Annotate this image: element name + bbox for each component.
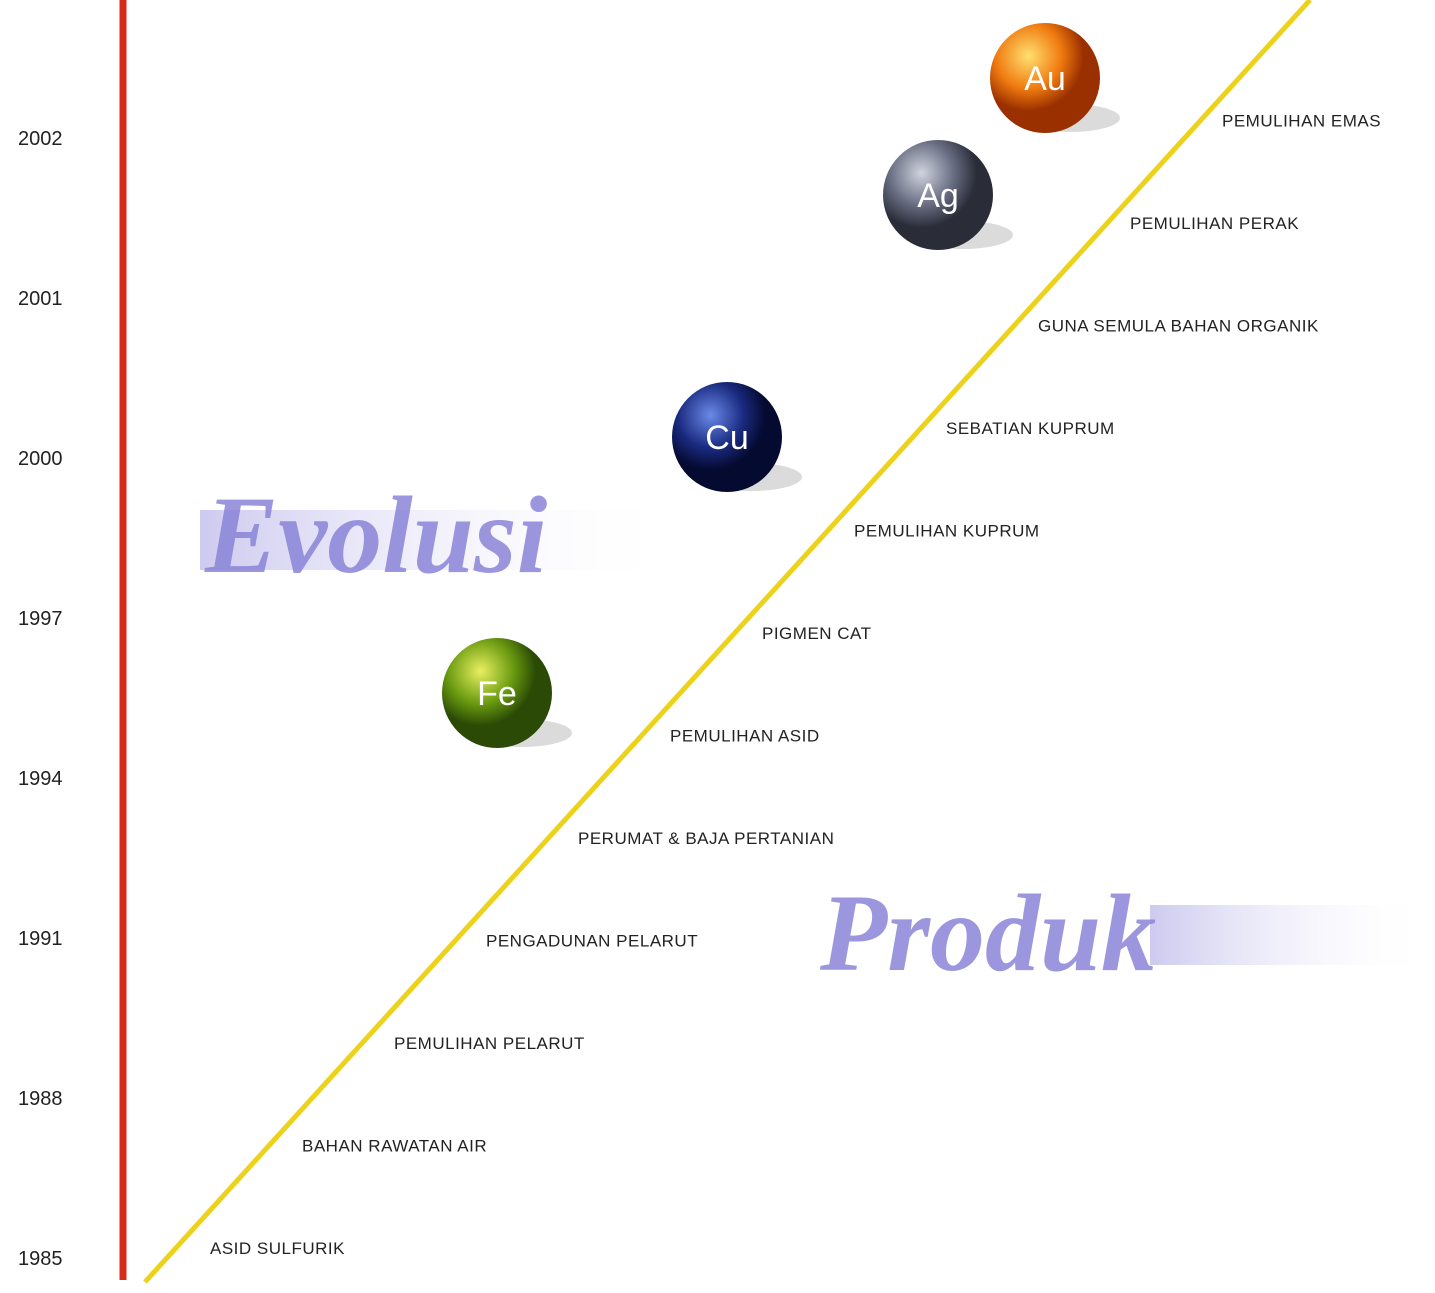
product-label: BAHAN RAWATAN AIR [302, 1137, 487, 1156]
heading-word: Produk [819, 872, 1156, 994]
evolution-line [145, 0, 1310, 1282]
product-label: ASID SULFURIK [210, 1239, 345, 1258]
product-label: PEMULIHAN PERAK [1130, 214, 1299, 233]
year-label: 1988 [18, 1088, 63, 1110]
year-label: 1994 [18, 768, 63, 790]
element-symbol: Au [1024, 60, 1066, 98]
product-label: PENGADUNAN PELARUT [486, 932, 698, 951]
year-label: 2001 [18, 288, 63, 310]
year-label: 1997 [18, 608, 63, 630]
product-label: PEMULIHAN ASID [670, 727, 820, 746]
product-label: PEMULIHAN KUPRUM [854, 522, 1040, 541]
diagram: Evolusi Produk 2002 2001 2000 1997 1994 1991 1… [0, 0, 1435, 1293]
year-label: 1991 [18, 928, 63, 950]
element-symbol: Fe [477, 675, 517, 713]
product-label: PERUMAT & BAJA PERTANIAN [578, 829, 834, 848]
element-symbol: Ag [917, 177, 959, 215]
fade-band [1150, 905, 1430, 965]
product-label: PEMULIHAN PELARUT [394, 1034, 585, 1053]
year-label: 2000 [18, 448, 63, 470]
product-label: PIGMEN CAT [762, 624, 872, 643]
element-symbol: Cu [705, 419, 748, 457]
year-label: 1985 [18, 1248, 63, 1270]
year-label: 2002 [18, 128, 63, 150]
heading-word: Evolusi [204, 474, 548, 596]
product-label: PEMULIHAN EMAS [1222, 112, 1381, 131]
product-label: GUNA SEMULA BAHAN ORGANIK [1038, 317, 1319, 336]
product-label: SEBATIAN KUPRUM [946, 419, 1115, 438]
